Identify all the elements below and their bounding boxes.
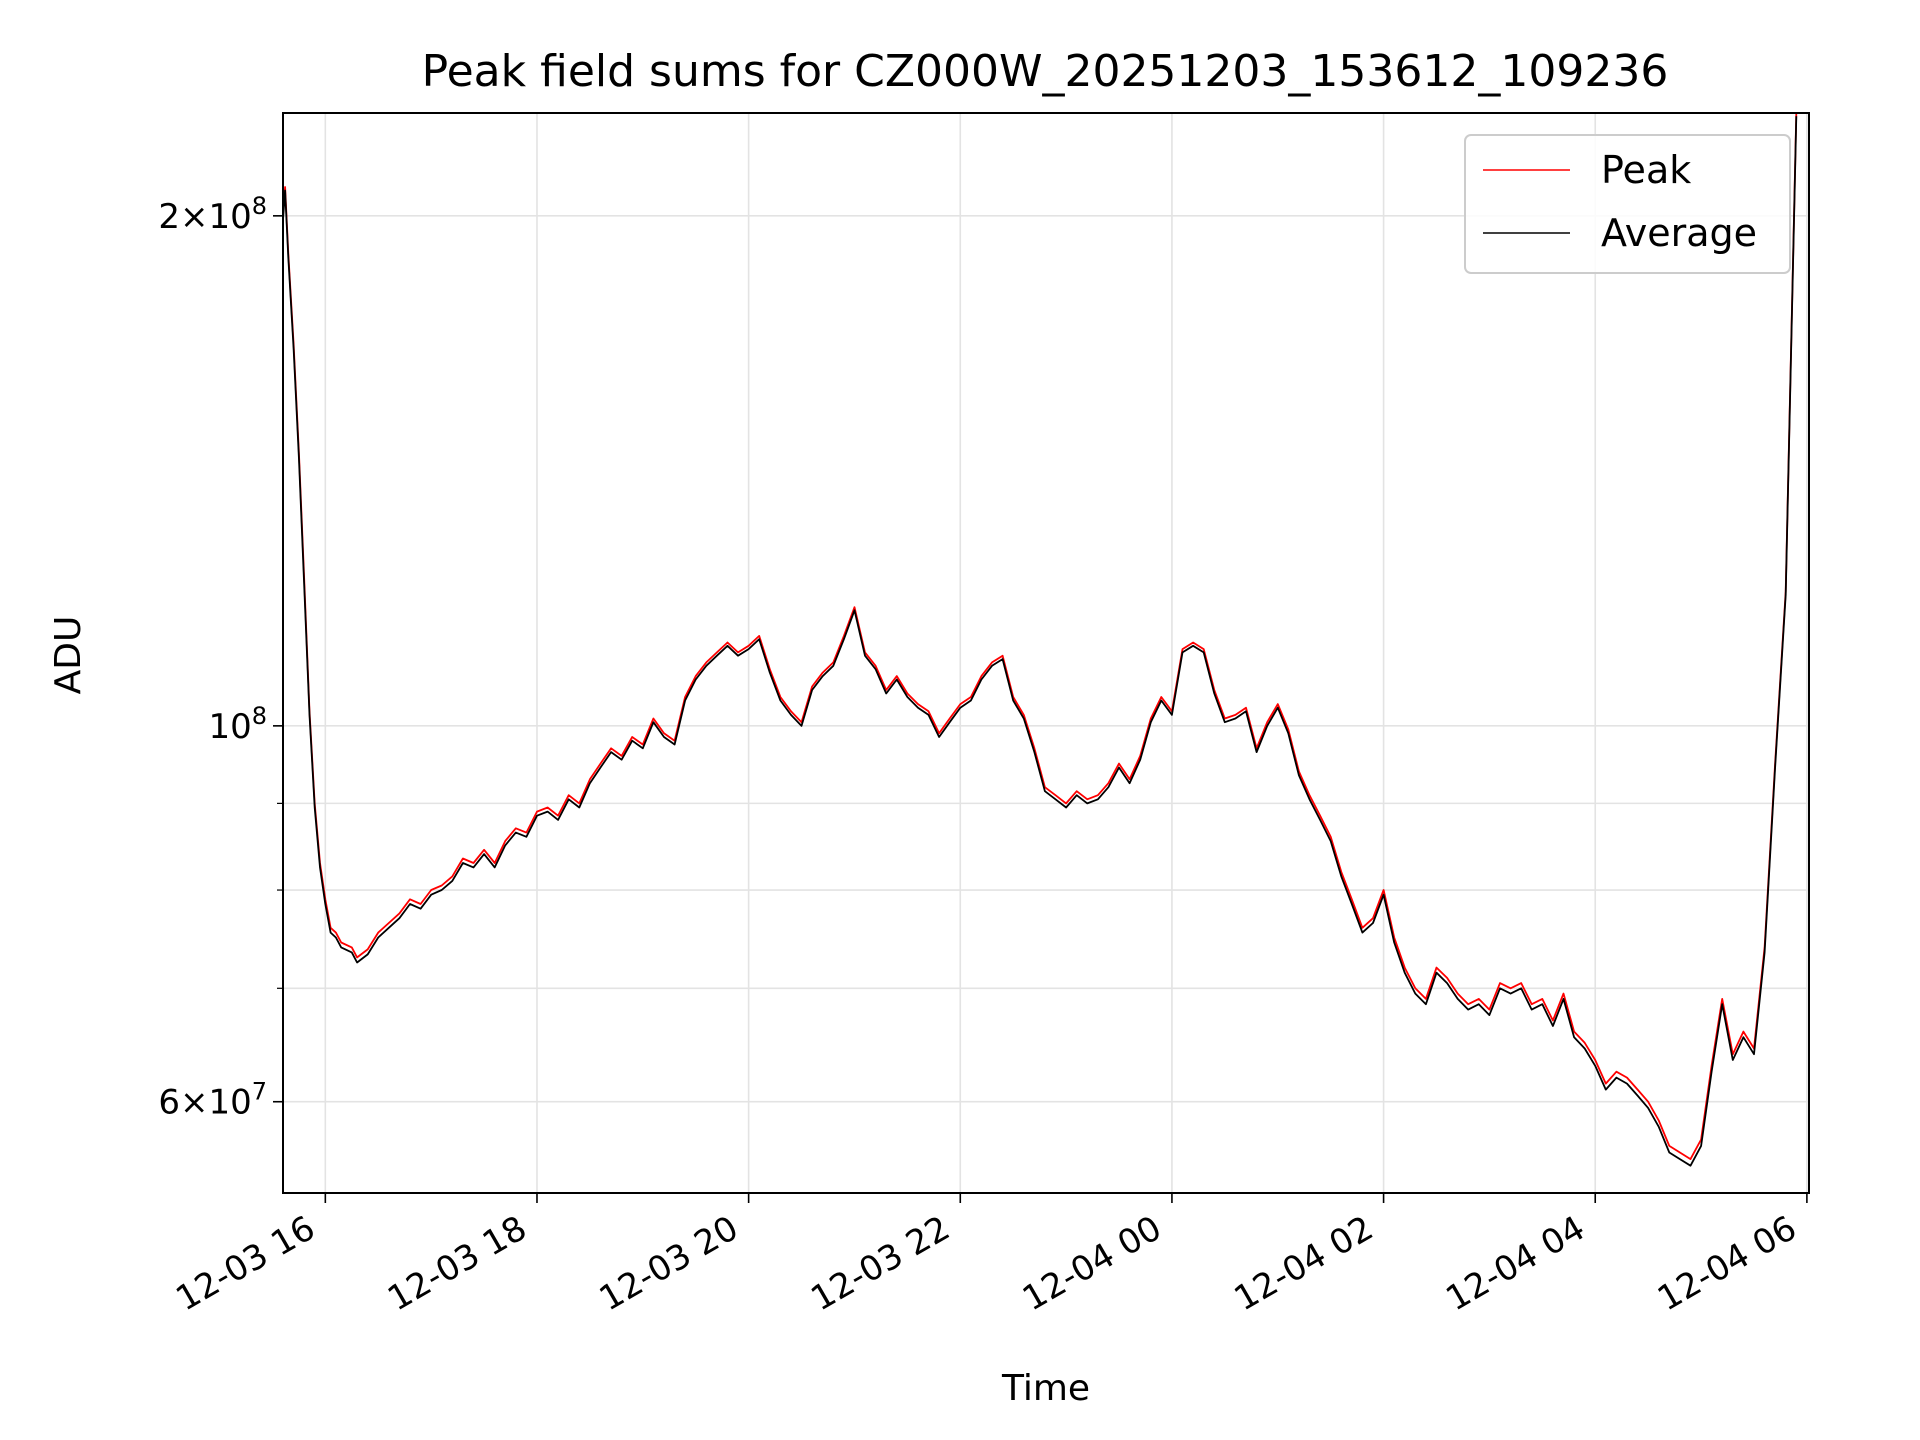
- y-axis-ticks: 6×107 108 2×108: [158, 192, 283, 1123]
- chart-title: Peak field sums for CZ000W_20251203_1536…: [422, 46, 1669, 97]
- legend-label-average: Average: [1601, 211, 1757, 255]
- plot-frame: [282, 112, 1810, 1194]
- legend-label-peak: Peak: [1601, 148, 1691, 192]
- grid: [283, 113, 1809, 1193]
- y-tick-label: 6×107: [158, 1078, 267, 1123]
- y-tick-label: 2×108: [158, 192, 267, 237]
- y-tick-label: 108: [208, 702, 267, 747]
- series-lines: [283, 113, 1798, 1167]
- legend: Peak Average: [1464, 134, 1791, 274]
- y-axis-label: ADU: [48, 616, 89, 695]
- series-line-average: [283, 116, 1798, 1167]
- x-axis-label: Time: [1001, 1368, 1090, 1409]
- series-line-peak: [283, 113, 1798, 1160]
